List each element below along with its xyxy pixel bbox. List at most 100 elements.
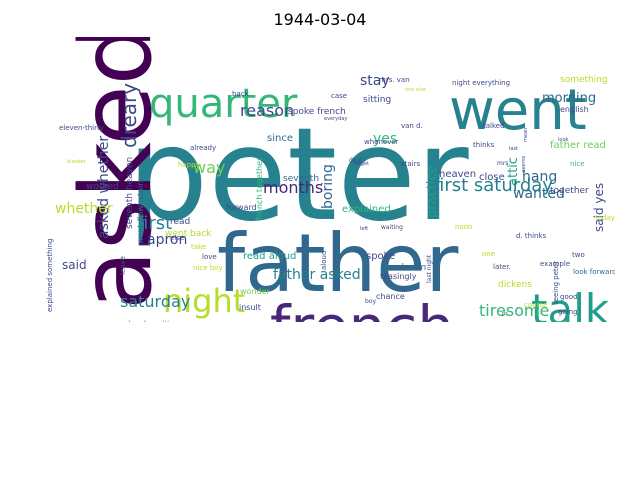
cloud-word-happy: happy bbox=[178, 161, 200, 169]
cloud-word-apron: apron bbox=[147, 232, 187, 248]
cloud-word-dickens: dickens bbox=[498, 280, 532, 290]
cloud-word-said: said bbox=[62, 258, 87, 272]
cloud-word-english: english bbox=[560, 105, 589, 114]
cloud-word-going: going bbox=[558, 308, 578, 316]
cloud-word-heaven: heaven bbox=[439, 169, 476, 180]
cloud-word-months: months bbox=[263, 178, 323, 197]
cloud-word-asked-whether: asked whether bbox=[96, 136, 112, 239]
cloud-word-look-forward: look forward bbox=[573, 268, 615, 276]
cloud-word-sitting: sitting bbox=[363, 95, 391, 105]
cloud-word-went-downstairs: went downstairs bbox=[136, 178, 145, 244]
cloud-word-today: today bbox=[595, 214, 615, 222]
cloud-word-father-asked: father asked bbox=[273, 267, 361, 283]
cloud-word-wonder: wonder bbox=[240, 287, 271, 296]
cloud-word-father-read: father read bbox=[550, 140, 606, 151]
cloud-word-last-night: last night bbox=[426, 254, 433, 283]
cloud-word-something: something bbox=[560, 75, 608, 85]
figure-title: 1944-03-04 bbox=[273, 10, 367, 29]
cloud-word-case: case bbox=[331, 92, 347, 100]
cloud-word-french: french bbox=[270, 293, 454, 322]
cloud-word-close: close bbox=[479, 172, 505, 183]
cloud-word-take: take bbox=[191, 243, 206, 251]
cloud-word-stairs: stairs bbox=[401, 160, 421, 168]
cloud-word-nice: nice bbox=[570, 160, 585, 168]
cloud-word-saturday: saturday bbox=[120, 292, 190, 311]
cloud-word-father: father bbox=[217, 217, 458, 310]
cloud-word-yes: yes bbox=[373, 131, 397, 147]
cloud-word-said-yes: said yes bbox=[592, 183, 606, 232]
cloud-word-practice: practice bbox=[425, 165, 440, 218]
cloud-word-waiting: waiting bbox=[381, 224, 403, 231]
cloud-word-read-aloud: read aloud bbox=[243, 251, 296, 262]
cloud-word-forward: forward bbox=[226, 203, 257, 212]
cloud-word-bye: bye bbox=[257, 283, 272, 292]
cloud-word-aloud: aloud bbox=[320, 251, 328, 270]
cloud-word-morning: morning bbox=[542, 91, 596, 106]
cloud-word-example: example bbox=[540, 260, 570, 268]
cloud-word-teasingly: teasingly bbox=[380, 272, 417, 281]
cloud-word-love: love bbox=[202, 253, 217, 261]
cloud-word-already-waiting: already waiting bbox=[124, 320, 178, 322]
cloud-word-talk: talk bbox=[531, 285, 610, 322]
cloud-word-d-thinks: d. thinks bbox=[516, 232, 547, 240]
cloud-word-course: course bbox=[524, 301, 547, 309]
cloud-word-left: left bbox=[360, 226, 368, 232]
cloud-word-worked: worked bbox=[86, 182, 119, 192]
cloud-word-else: else bbox=[170, 234, 184, 242]
cloud-word-spoke: spoke bbox=[366, 251, 395, 262]
cloud-word-good: good bbox=[560, 293, 577, 301]
cloud-word-attic: attic bbox=[506, 157, 521, 186]
cloud-word-chance: chance bbox=[376, 292, 405, 301]
cloud-word-stay: stay bbox=[360, 73, 390, 89]
cloud-word-reason: reason bbox=[240, 101, 294, 120]
cloud-word-talked: talked bbox=[483, 122, 505, 130]
cloud-word-went: went bbox=[449, 78, 587, 143]
cloud-word-deal: deal bbox=[349, 157, 362, 164]
cloud-word-wanted: wanted bbox=[513, 186, 565, 202]
cloud-word-nice-boy: nice boy bbox=[193, 264, 223, 272]
cloud-word-asked: asked bbox=[60, 37, 174, 310]
cloud-word-hang: hang bbox=[522, 169, 557, 185]
cloud-word-seventh-heaven: seventh heaven bbox=[125, 157, 135, 229]
cloud-word-eleven-thirty: eleven-thirty bbox=[59, 124, 104, 132]
cloud-word-explained-something: explained something bbox=[46, 239, 54, 312]
cloud-word-blanket: blanket bbox=[67, 159, 86, 165]
cloud-word-two: two bbox=[572, 251, 585, 259]
cloud-word-seems: seems bbox=[521, 155, 527, 172]
cloud-word-spoke-french: spoke french bbox=[288, 107, 346, 117]
cloud-word-way: way bbox=[193, 158, 225, 177]
cloud-word-mean: mean bbox=[523, 128, 529, 142]
cloud-word-french-together: french together bbox=[255, 157, 264, 220]
cloud-word-van-d: van d. bbox=[401, 122, 423, 130]
cloud-word-together: together bbox=[550, 186, 589, 196]
cloud-word-already: already bbox=[190, 144, 216, 152]
cloud-word-whether: whether bbox=[55, 201, 113, 217]
cloud-word-quarter: quarter bbox=[149, 81, 298, 127]
cloud-word-tiresome: tiresome bbox=[479, 301, 549, 320]
cloud-word-whenever: whenever bbox=[364, 138, 399, 146]
cloud-word-first-saturday: first saturday bbox=[433, 175, 553, 196]
cloud-word-leave: leave bbox=[119, 256, 127, 275]
cloud-word-noon: noon bbox=[455, 223, 472, 231]
cloud-word-seventh: seventh bbox=[283, 174, 319, 184]
cloud-word-thinks: thinks bbox=[473, 141, 495, 149]
cloud-word-boy: boy bbox=[365, 298, 376, 305]
cloud-word-night: night bbox=[163, 282, 245, 320]
cloud-word-peter: peter bbox=[127, 101, 469, 250]
cloud-word-one: one bbox=[482, 250, 495, 258]
cloud-word-eleven: eleven bbox=[396, 263, 426, 273]
cloud-word-read: read bbox=[170, 217, 190, 227]
cloud-word-night-everything: night everything bbox=[452, 79, 510, 87]
cloud-word-mrs: mrs. bbox=[497, 160, 510, 167]
cloud-word-forget: forget bbox=[354, 161, 369, 167]
cloud-word-look: look bbox=[558, 137, 569, 143]
cloud-word-back: back bbox=[232, 90, 250, 98]
cloud-word-explained: explained bbox=[342, 204, 391, 215]
cloud-word-everyday: everyday bbox=[324, 116, 347, 122]
cloud-word-insult: insult bbox=[239, 303, 261, 312]
cloud-word-mrs-van: mrs. van bbox=[379, 76, 410, 84]
cloud-word-ps: ps bbox=[502, 311, 508, 317]
cloud-word-dreary: dreary bbox=[117, 83, 141, 148]
